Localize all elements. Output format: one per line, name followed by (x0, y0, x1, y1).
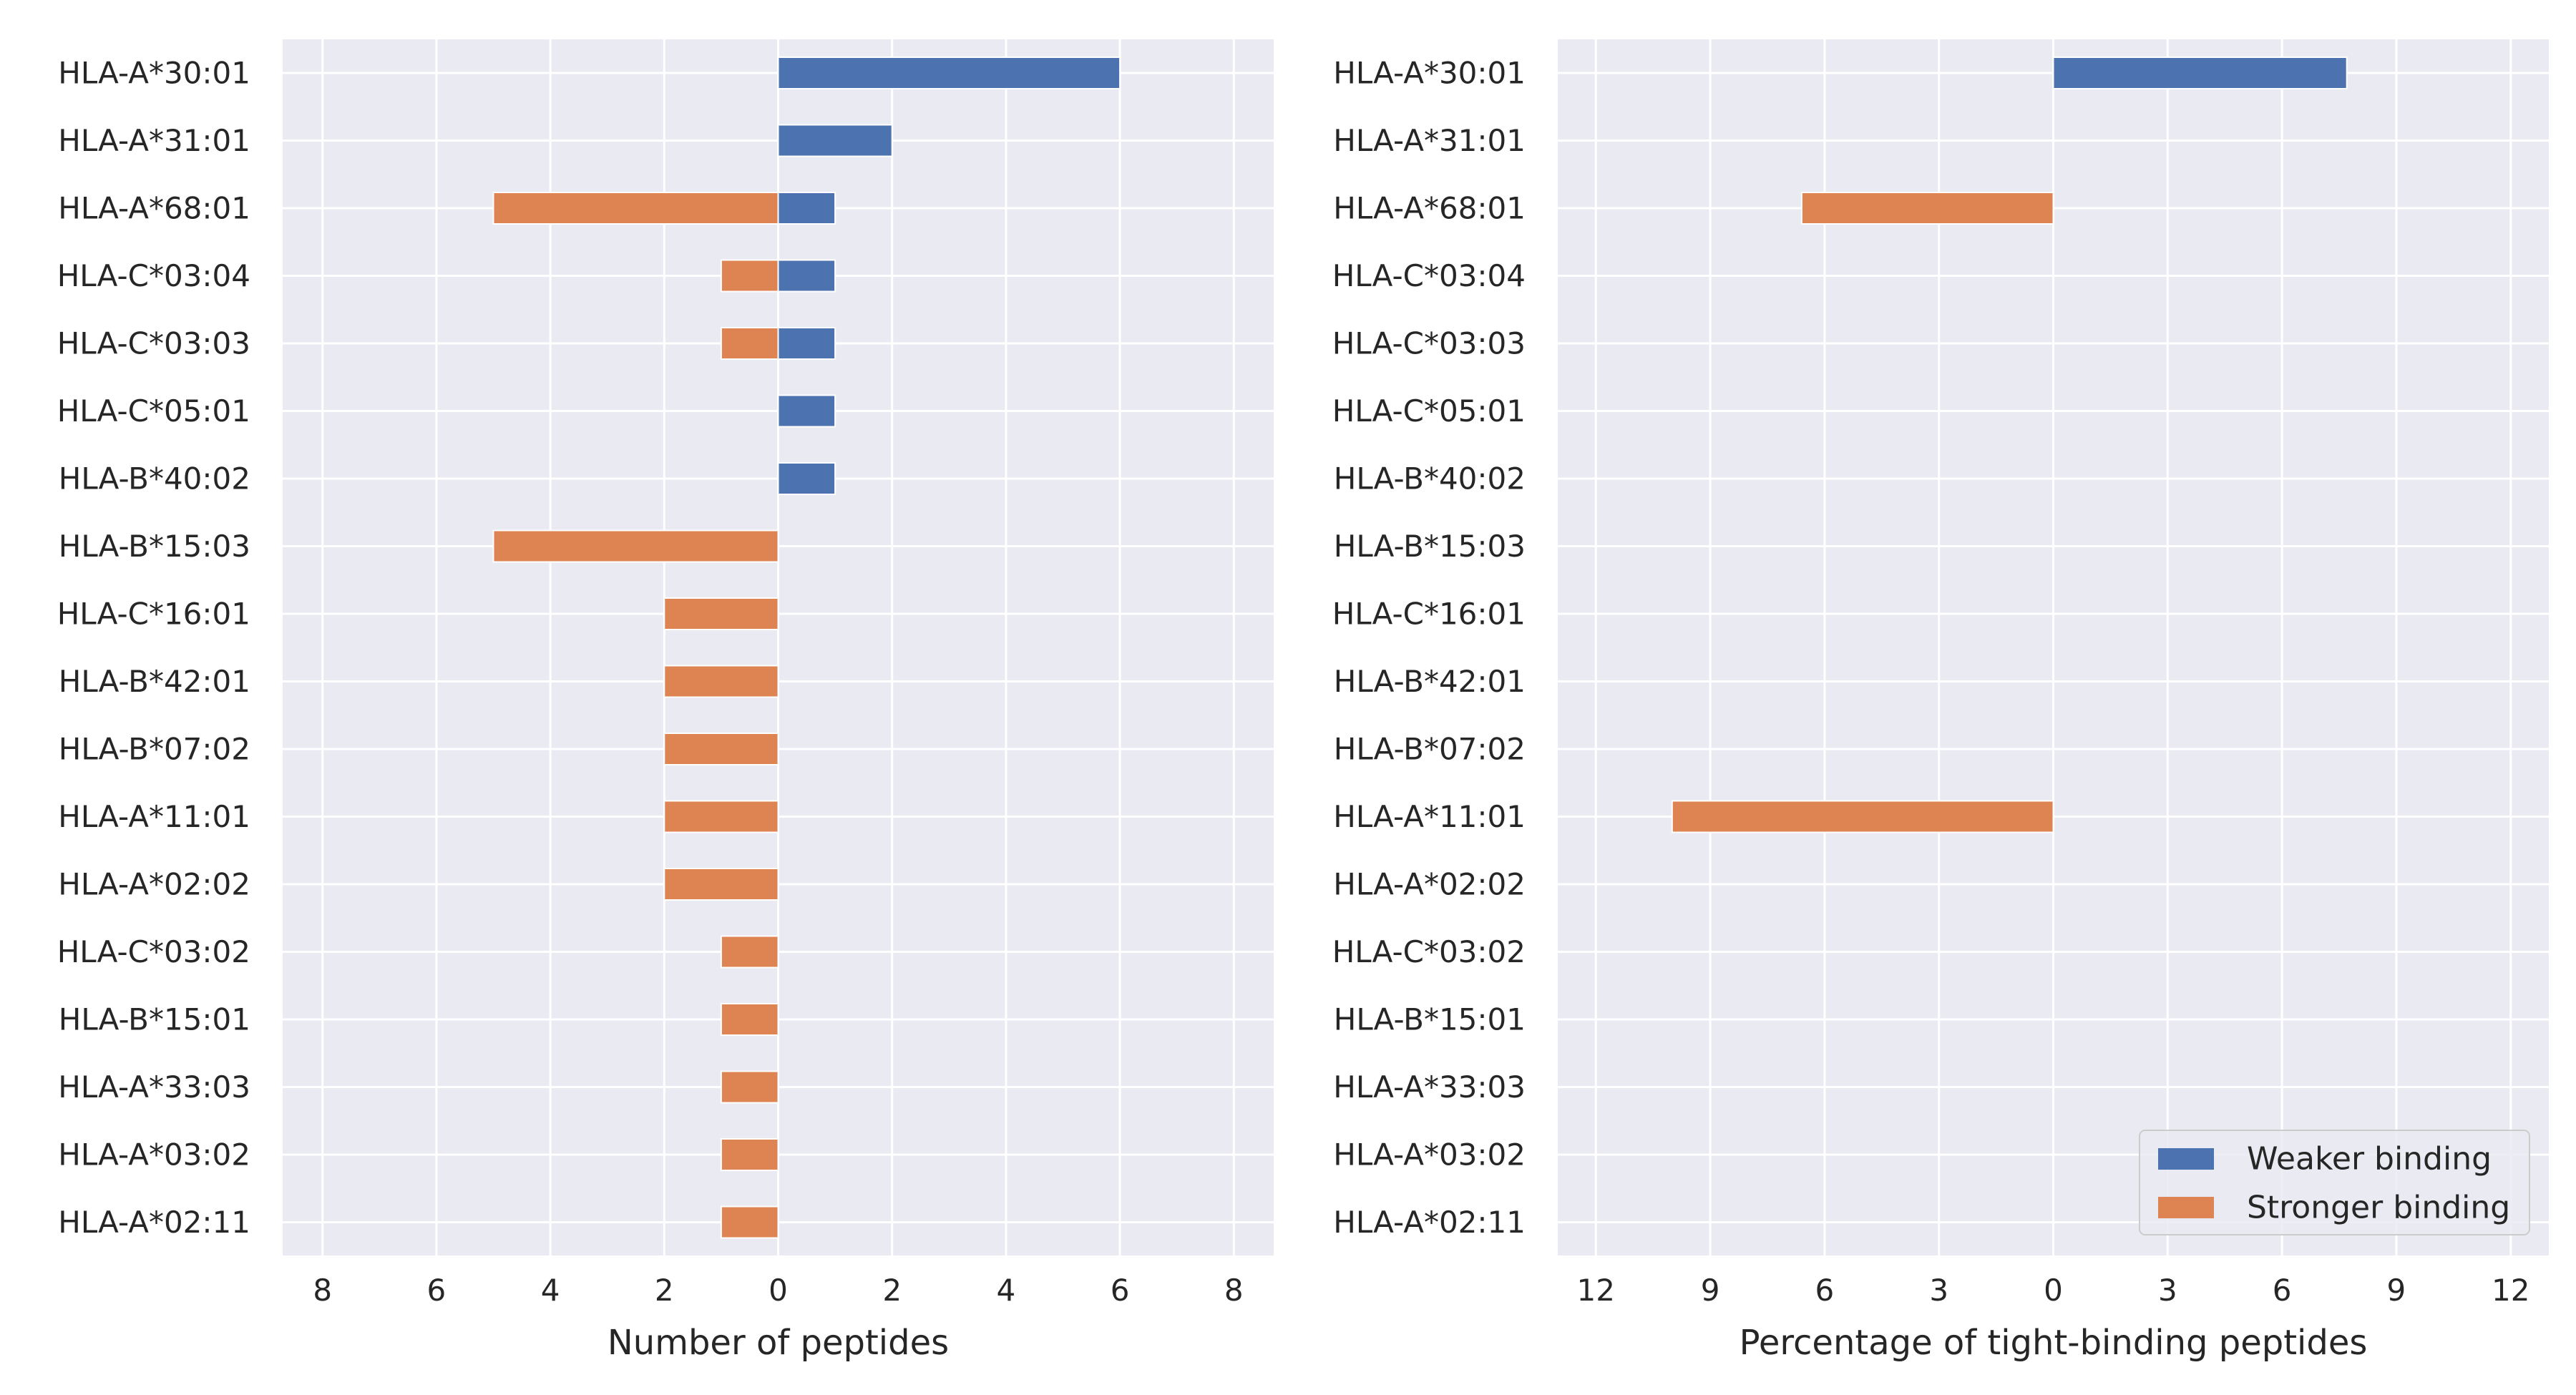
x-tick-label: 9 (1701, 1273, 1720, 1308)
chart-left-number-of-peptides: HLA-A*30:01 HLA-A*31:01 HLA-A*68:01 HLA-C*0… (57, 39, 1274, 1363)
y-tick-label: HLA-A*03:02 (58, 1137, 250, 1173)
x-tick-label: 6 (2273, 1273, 2292, 1308)
bar-stronger (720, 259, 779, 293)
x-tick-label: 4 (997, 1273, 1016, 1308)
y-tick-label: HLA-A*33:03 (1333, 1070, 1526, 1105)
x-tick-label: 0 (769, 1273, 788, 1308)
x-tick-label: 12 (2492, 1273, 2529, 1308)
y-tick-label: HLA-B*42:01 (1334, 664, 1526, 699)
chart-right-percentage-tight-binding: HLA-A*30:01 HLA-A*31:01 HLA-A*68:01 HLA-C*0… (1332, 39, 2549, 1363)
bar-stronger (663, 800, 779, 833)
bar-stronger (720, 1205, 779, 1239)
x-axis-label: Percentage of tight-binding peptides (1740, 1323, 2368, 1363)
y-tick-label: HLA-C*16:01 (1332, 597, 1526, 632)
legend-swatch (2158, 1197, 2214, 1218)
y-tick-label: HLA-C*05:01 (57, 393, 250, 429)
y-tick-label: HLA-C*03:02 (1332, 934, 1526, 969)
y-tick-label: HLA-B*15:01 (1334, 1002, 1526, 1037)
x-tick-label: 4 (541, 1273, 560, 1308)
bar-stronger (1671, 800, 2054, 833)
bar-weaker (777, 57, 1121, 89)
legend: Weaker binding Stronger binding (2139, 1130, 2530, 1235)
y-tick-label: HLA-A*31:01 (58, 123, 250, 158)
bar-weaker (777, 192, 836, 225)
x-tick-label: 6 (427, 1273, 447, 1308)
bar-weaker (777, 124, 893, 157)
bar-stronger (492, 192, 779, 225)
y-tick-label: HLA-A*11:01 (1333, 799, 1526, 834)
y-tick-label: HLA-B*15:03 (1334, 529, 1526, 564)
x-tick-label: 2 (655, 1273, 674, 1308)
y-tick-label: HLA-C*16:01 (57, 597, 250, 632)
y-tick-label: HLA-B*07:02 (59, 732, 250, 767)
y-tick-label: HLA-C*03:04 (1332, 258, 1526, 293)
x-tick-label: 3 (2158, 1273, 2177, 1308)
y-tick-label: HLA-A*02:11 (58, 1205, 250, 1240)
y-tick-label: HLA-B*07:02 (1334, 732, 1526, 767)
x-tick-label: 6 (1111, 1273, 1130, 1308)
bar-stronger (663, 665, 779, 698)
x-tick-label: 0 (2044, 1273, 2063, 1308)
x-tick-label: 2 (882, 1273, 902, 1308)
y-tick-label: HLA-A*03:02 (1333, 1137, 1526, 1173)
y-tick-label: HLA-A*02:02 (58, 867, 250, 902)
x-tick-label: 8 (313, 1273, 332, 1308)
x-tick-label: 6 (1815, 1273, 1835, 1308)
legend-box (2139, 1130, 2530, 1235)
legend-swatch (2158, 1148, 2214, 1170)
y-tick-label: HLA-C*03:04 (57, 258, 250, 293)
bar-stronger (663, 597, 779, 630)
y-tick-label: HLA-C*03:03 (1332, 326, 1526, 361)
bar-stronger (1800, 192, 2054, 225)
bar-stronger (720, 1003, 779, 1036)
bar-weaker (777, 259, 836, 293)
bar-stronger (492, 529, 779, 563)
y-tick-label: HLA-B*15:03 (59, 529, 250, 564)
y-tick-label: HLA-A*33:03 (58, 1070, 250, 1105)
y-tick-label: HLA-A*02:02 (1333, 867, 1526, 902)
y-tick-label: HLA-A*68:01 (58, 191, 250, 226)
y-tick-label: HLA-A*30:01 (1333, 56, 1526, 91)
y-tick-label: HLA-A*31:01 (1333, 123, 1526, 158)
bar-weaker (777, 462, 836, 495)
bar-stronger (720, 327, 779, 360)
y-tick-label: HLA-B*40:02 (1334, 461, 1526, 496)
x-axis-label: Number of peptides (608, 1323, 949, 1363)
x-tick-label: 8 (1224, 1273, 1244, 1308)
y-tick-label: HLA-A*02:11 (1333, 1205, 1526, 1240)
bar-stronger (663, 868, 779, 901)
bar-weaker (777, 394, 836, 428)
y-tick-label: HLA-A*11:01 (58, 799, 250, 834)
bar-weaker (2052, 57, 2348, 89)
bar-weaker (777, 327, 836, 360)
y-tick-label: HLA-A*68:01 (1333, 191, 1526, 226)
x-tick-label: 3 (1929, 1273, 1948, 1308)
bar-stronger (720, 1138, 779, 1171)
y-tick-label: HLA-B*15:01 (59, 1002, 250, 1037)
legend-entry-label: Stronger binding (2247, 1190, 2510, 1226)
y-tick-label: HLA-B*40:02 (59, 461, 250, 496)
bar-stronger (720, 935, 779, 969)
bar-stronger (720, 1070, 779, 1104)
y-tick-label: HLA-C*05:01 (1332, 393, 1526, 429)
legend-entry-label: Weaker binding (2247, 1141, 2492, 1178)
x-tick-label: 9 (2387, 1273, 2406, 1308)
y-tick-label: HLA-C*03:02 (57, 934, 250, 969)
y-tick-label: HLA-C*03:03 (57, 326, 250, 361)
y-tick-label: HLA-A*30:01 (58, 56, 250, 91)
bar-stronger (663, 733, 779, 765)
y-tick-label: HLA-B*42:01 (59, 664, 250, 699)
x-tick-label: 12 (1577, 1273, 1615, 1308)
